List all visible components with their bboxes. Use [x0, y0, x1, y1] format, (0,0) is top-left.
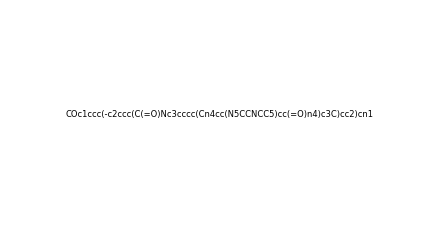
- Text: COc1ccc(-c2ccc(C(=O)Nc3cccc(Cn4cc(N5CCNCC5)cc(=O)n4)c3C)cc2)cn1: COc1ccc(-c2ccc(C(=O)Nc3cccc(Cn4cc(N5CCNC…: [65, 110, 373, 119]
